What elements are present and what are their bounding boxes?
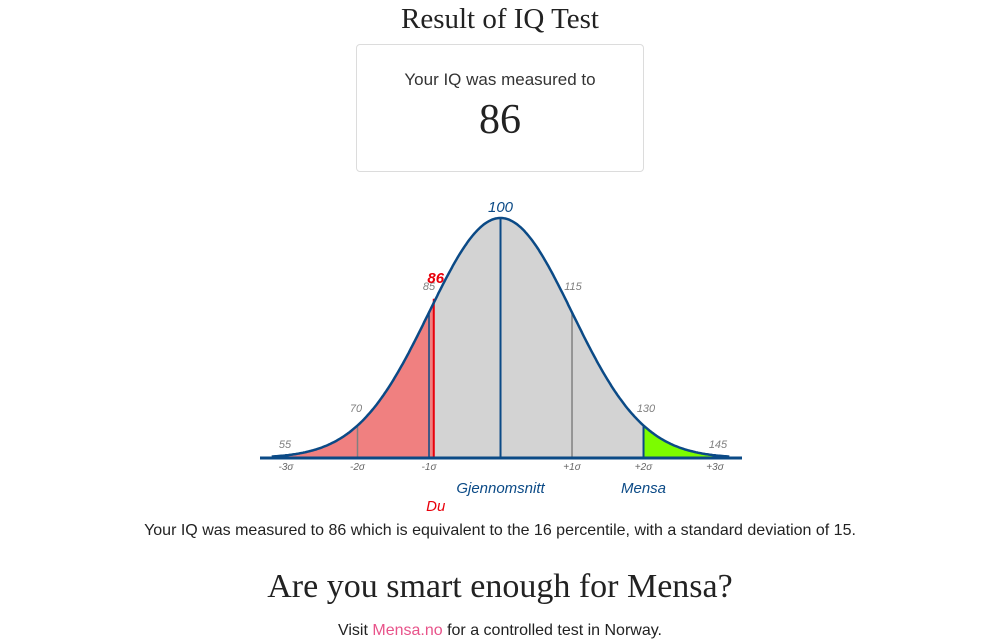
sigma-tick-label: +1σ (563, 462, 581, 473)
curve-region-1 (271, 302, 434, 458)
visit-prefix: Visit (337, 622, 373, 639)
page-title: Result of IQ Test (400, 3, 599, 35)
result-label: Your IQ was measured to (404, 70, 596, 89)
mensa-link[interactable]: Mensa.no (372, 622, 443, 639)
sigma-tick-label: -3σ (279, 462, 295, 473)
bell-curve-line (271, 216, 730, 458)
marker-label-gjennomsnitt: Gjennomsnitt (456, 480, 545, 497)
visit-line: Visit Mensa.no for a controlled test in … (0, 620, 1000, 642)
mean-value-label: 100 (488, 199, 514, 216)
curve-region-2 (433, 218, 644, 458)
value-label-85: 85 (423, 281, 436, 293)
mensa-heading: Are you smart enough for Mensa? (267, 568, 733, 605)
marker-label-mensa: Mensa (621, 480, 666, 497)
sigma-tick-label: -2σ (350, 462, 366, 473)
marker-label-du: Du (426, 498, 446, 515)
sigma-tick-label: +3σ (706, 462, 724, 473)
sigma-tick-label: +2σ (635, 462, 653, 473)
value-label-70: 70 (350, 403, 363, 415)
score-value-label: 86 (427, 270, 444, 287)
value-label-55: 55 (279, 439, 292, 451)
result-summary: Your IQ was measured to 86 which is equi… (144, 522, 856, 539)
iq-score-value: 86 (479, 97, 521, 143)
value-label-130: 130 (637, 403, 656, 415)
value-label-145: 145 (709, 439, 728, 451)
sigma-tick-label: -1σ (422, 462, 438, 473)
value-label-115: 115 (564, 281, 582, 293)
result-card: Your IQ was measured to 86 (356, 44, 644, 172)
curve-region-3 (643, 425, 730, 458)
visit-suffix: for a controlled test in Norway. (442, 622, 662, 639)
